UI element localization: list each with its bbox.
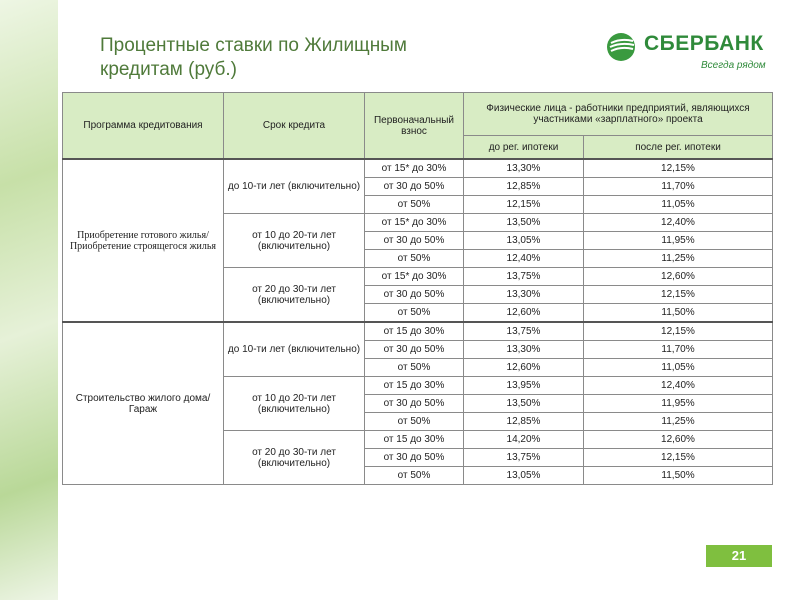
table-row: от 30 до 50% 13,30% 11,70% xyxy=(63,340,773,359)
down-payment-cell: от 15 до 30% xyxy=(364,321,464,341)
down-payment-cell: от 50% xyxy=(364,466,464,485)
rate-before-cell: 12,60% xyxy=(463,303,584,323)
rate-after-cell: 11,95% xyxy=(583,231,773,250)
table-row: от 30 до 50% 12,85% 11,70% xyxy=(63,177,773,196)
table-row: от 30 до 50% 13,30% 12,15% xyxy=(63,285,773,304)
table-row: от 50% 12,40% 11,25% xyxy=(63,249,773,268)
header-cell: Первоначальный взнос xyxy=(364,92,464,160)
term-cell: от 10 до 20-ти лет (включительно) xyxy=(223,376,365,431)
rate-before-cell: 13,50% xyxy=(463,394,584,413)
rate-after-cell: 12,60% xyxy=(583,430,773,449)
rate-after-cell: 12,15% xyxy=(583,321,773,341)
header-cell: Программа кредитования xyxy=(62,92,224,160)
rate-after-cell: 12,60% xyxy=(583,267,773,286)
down-payment-cell: от 50% xyxy=(364,412,464,431)
rate-after-cell: 12,15% xyxy=(583,448,773,467)
rate-after-cell: 12,40% xyxy=(583,376,773,395)
logo-name: СБЕРБАНК xyxy=(644,32,764,55)
down-payment-cell: от 30 до 50% xyxy=(364,285,464,304)
rate-before-cell: 12,85% xyxy=(463,412,584,431)
term-cell: до 10-ти лет (включительно) xyxy=(223,321,365,377)
down-payment-cell: от 50% xyxy=(364,358,464,377)
program-cell: Строительство жилого дома/Гараж xyxy=(62,321,224,485)
rate-after-cell: 11,50% xyxy=(583,303,773,323)
header-cell: после рег. ипотеки xyxy=(583,135,773,160)
rate-before-cell: 12,40% xyxy=(463,249,584,268)
table-row: от 20 до 30-ти лет (включительно) от 15* … xyxy=(63,267,773,323)
rate-before-cell: 12,85% xyxy=(463,177,584,196)
down-payment-cell: от 30 до 50% xyxy=(364,448,464,467)
logo-icon xyxy=(607,33,635,61)
rate-before-cell: 13,75% xyxy=(463,448,584,467)
rate-before-cell: 13,05% xyxy=(463,231,584,250)
table-row: от 30 до 50% 13,05% 11,95% xyxy=(63,231,773,250)
table-row: от 20 до 30-ти лет (включительно) от 15 д… xyxy=(63,430,773,485)
logo-slogan: Всегда рядом xyxy=(701,60,766,71)
header-cell: Срок кредита xyxy=(223,92,365,160)
page-number: 21 xyxy=(706,545,772,567)
rate-before-cell: 13,30% xyxy=(463,158,584,178)
rate-after-cell: 11,25% xyxy=(583,412,773,431)
background-strip xyxy=(0,0,58,600)
rate-after-cell: 11,50% xyxy=(583,466,773,485)
term-cell: от 10 до 20-ти лет (включительно) xyxy=(223,213,365,268)
rate-before-cell: 13,30% xyxy=(463,285,584,304)
rate-before-cell: 13,30% xyxy=(463,340,584,359)
rate-before-cell: 13,95% xyxy=(463,376,584,395)
rate-after-cell: 11,70% xyxy=(583,340,773,359)
table-row: от 50% 12,85% 11,25% xyxy=(63,412,773,431)
down-payment-cell: от 15 до 30% xyxy=(364,376,464,395)
rate-before-cell: 13,50% xyxy=(463,213,584,232)
rate-after-cell: 12,15% xyxy=(583,285,773,304)
table-row: от 50% 12,60% 11,05% xyxy=(63,358,773,377)
down-payment-cell: от 50% xyxy=(364,249,464,268)
table-row: от 10 до 20-ти лет (включительно) от 15* … xyxy=(63,213,773,268)
title: Процентные ставки по Жилищным кредитам (… xyxy=(100,35,407,80)
term-cell: до 10-ти лет (включительно) xyxy=(223,158,365,214)
down-payment-cell: от 15 до 30% xyxy=(364,430,464,449)
rate-before-cell: 13,75% xyxy=(463,321,584,341)
down-payment-cell: от 30 до 50% xyxy=(364,231,464,250)
table-row: Приобретение готового жилья/ Приобретени… xyxy=(62,158,773,323)
down-payment-cell: от 30 до 50% xyxy=(364,394,464,413)
program-cell: Приобретение готового жилья/ Приобретени… xyxy=(62,158,224,323)
down-payment-cell: от 15* до 30% xyxy=(364,213,464,232)
down-payment-cell: от 30 до 50% xyxy=(364,340,464,359)
rate-after-cell: 11,05% xyxy=(583,195,773,214)
down-payment-cell: от 15* до 30% xyxy=(364,267,464,286)
down-payment-cell: от 50% xyxy=(364,303,464,323)
header-cell: до рег. ипотеки xyxy=(463,135,584,160)
rate-after-cell: 11,25% xyxy=(583,249,773,268)
rates-table: Программа кредитования Срок кредита Перв… xyxy=(62,92,773,485)
rate-before-cell: 12,15% xyxy=(463,195,584,214)
rate-after-cell: 11,70% xyxy=(583,177,773,196)
down-payment-cell: от 50% xyxy=(364,195,464,214)
down-payment-cell: от 15* до 30% xyxy=(364,158,464,178)
header-cell: Физические лица - работники предприятий,… xyxy=(463,92,773,136)
rate-before-cell: 13,75% xyxy=(463,267,584,286)
rate-after-cell: 11,95% xyxy=(583,394,773,413)
term-cell: от 20 до 30-ти лет (включительно) xyxy=(223,267,365,323)
table-row: от 50% 13,05% 11,50% xyxy=(63,466,773,485)
down-payment-cell: от 30 до 50% xyxy=(364,177,464,196)
term-cell: от 20 до 30-ти лет (включительно) xyxy=(223,430,365,485)
rate-after-cell: 11,05% xyxy=(583,358,773,377)
rate-before-cell: 12,60% xyxy=(463,358,584,377)
rate-after-cell: 12,15% xyxy=(583,158,773,178)
rate-before-cell: 13,05% xyxy=(463,466,584,485)
rate-after-cell: 12,40% xyxy=(583,213,773,232)
table-row: Строительство жилого дома/Гараж до 10-ти … xyxy=(62,321,773,485)
rate-before-cell: 14,20% xyxy=(463,430,584,449)
